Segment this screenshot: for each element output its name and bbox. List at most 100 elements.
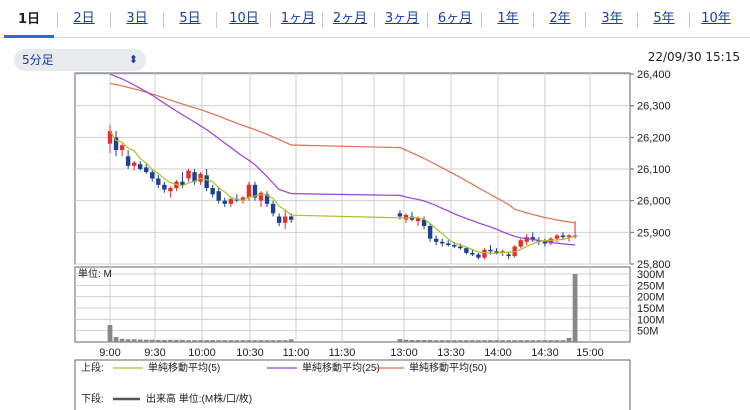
- tab-12[interactable]: 3年: [601, 11, 623, 26]
- volume-bar: [240, 340, 246, 342]
- legend-box: [74, 359, 631, 410]
- tab-11[interactable]: 2年: [549, 11, 571, 26]
- volume-bar: [264, 340, 270, 342]
- candle-body: [138, 164, 143, 169]
- candle-body: [488, 249, 493, 252]
- price-tick-label: 25,800: [637, 259, 671, 271]
- volume-bar: [282, 340, 288, 342]
- period-tabs: 1日 2日 3日 5日 10日 1ヶ月 2ヶ月 3ヶ月 6ヶ月 1年 2年 3年 5年 10年: [0, 0, 750, 38]
- tab-8[interactable]: 3ヶ月: [384, 11, 420, 26]
- interval-select[interactable]: 5分足 ⬍: [14, 49, 146, 71]
- volume-bar: [252, 340, 258, 342]
- candle-body: [144, 167, 149, 173]
- candle-body: [168, 188, 173, 192]
- tab-separator: [533, 12, 534, 28]
- tab-10[interactable]: 1年: [497, 11, 519, 26]
- tab-9[interactable]: 6ヶ月: [437, 11, 473, 26]
- legend-ma5-label: 単純移動平均(5): [148, 361, 220, 374]
- tab-separator: [481, 12, 482, 28]
- candle-body: [192, 172, 197, 182]
- legend-ma25-label: 単純移動平均(25): [302, 361, 380, 374]
- volume-bar: [409, 339, 415, 342]
- volume-bar: [149, 339, 155, 342]
- volume-bar: [427, 339, 433, 342]
- volume-tick-label: 100M: [637, 314, 665, 326]
- x-tick-label: 14:00: [484, 347, 512, 359]
- candle-body: [156, 178, 161, 185]
- tab-1[interactable]: 1日: [4, 0, 54, 38]
- volume-bar: [204, 340, 210, 342]
- x-tick-label: 10:30: [236, 347, 264, 359]
- volume-bar: [137, 339, 143, 342]
- candle-body: [289, 216, 294, 220]
- volume-bar: [198, 340, 203, 342]
- volume-bar: [228, 340, 234, 342]
- candle-body: [240, 197, 246, 201]
- tab-4[interactable]: 5日: [179, 11, 201, 26]
- interval-select-value: 5分足: [22, 53, 54, 67]
- volume-bar: [560, 340, 566, 342]
- volume-bar: [168, 339, 173, 342]
- candle-body: [433, 238, 439, 242]
- updown-chevron-icon: ⬍: [128, 53, 138, 66]
- volume-bar: [161, 339, 167, 342]
- price-tick-label: 25,900: [637, 227, 671, 239]
- tab-7[interactable]: 2ヶ月: [332, 11, 368, 26]
- candle-body: [228, 199, 233, 204]
- volume-bar: [270, 340, 276, 342]
- tab-separator: [270, 12, 271, 28]
- candle-body: [464, 248, 469, 253]
- tab-separator: [585, 12, 586, 28]
- volume-bar: [554, 340, 560, 342]
- tab-5[interactable]: 10日: [229, 11, 259, 26]
- candle-body: [252, 184, 258, 198]
- candle-body: [270, 203, 276, 214]
- volume-bar: [512, 340, 518, 342]
- tab-13[interactable]: 5年: [653, 11, 675, 26]
- volume-bar: [143, 339, 149, 342]
- volume-bar: [421, 339, 427, 342]
- volume-bar: [180, 339, 185, 342]
- tab-6[interactable]: 1ヶ月: [280, 11, 316, 26]
- candle-body: [222, 200, 227, 204]
- price-tick-label: 26,100: [637, 164, 671, 176]
- tab-3[interactable]: 3日: [126, 11, 148, 26]
- candle-body: [246, 184, 252, 198]
- legend-upper-label: 上段:: [81, 361, 104, 374]
- x-tick-label: 13:00: [390, 347, 418, 359]
- candle-body: [482, 249, 487, 258]
- volume-bar: [439, 340, 445, 342]
- volume-bar: [246, 340, 252, 342]
- candle-body: [150, 172, 155, 179]
- tabbar-divider: [0, 37, 750, 38]
- volume-bar: [186, 340, 191, 342]
- candle-body: [198, 173, 203, 182]
- candle-body: [440, 241, 445, 244]
- volume-bar: [234, 340, 240, 342]
- volume-bar: [548, 340, 554, 342]
- candle-body: [548, 238, 554, 244]
- volume-bar: [288, 339, 294, 342]
- volume-bar: [518, 340, 524, 342]
- price-tick-label: 26,000: [637, 196, 671, 208]
- volume-bar: [524, 340, 530, 342]
- candle-body: [403, 214, 409, 220]
- candle-body: [131, 162, 137, 166]
- volume-bar: [113, 337, 119, 342]
- ma50-line: [109, 82, 576, 224]
- tab-14[interactable]: 10年: [701, 11, 731, 26]
- volume-bar: [566, 337, 572, 342]
- tab-separator: [322, 12, 323, 28]
- candle-body: [258, 192, 264, 201]
- candle-body: [216, 191, 221, 201]
- tab-2[interactable]: 2日: [73, 11, 95, 26]
- candle-body: [524, 237, 529, 242]
- volume-bar: [174, 339, 179, 342]
- volume-bar: [210, 340, 216, 342]
- volume-bar: [470, 340, 475, 342]
- volume-bar: [258, 340, 264, 342]
- x-tick-label: 15:00: [576, 347, 604, 359]
- volume-bar: [457, 340, 463, 342]
- legend-ma50-label: 単純移動平均(50): [409, 361, 487, 374]
- volume-bar: [276, 340, 282, 342]
